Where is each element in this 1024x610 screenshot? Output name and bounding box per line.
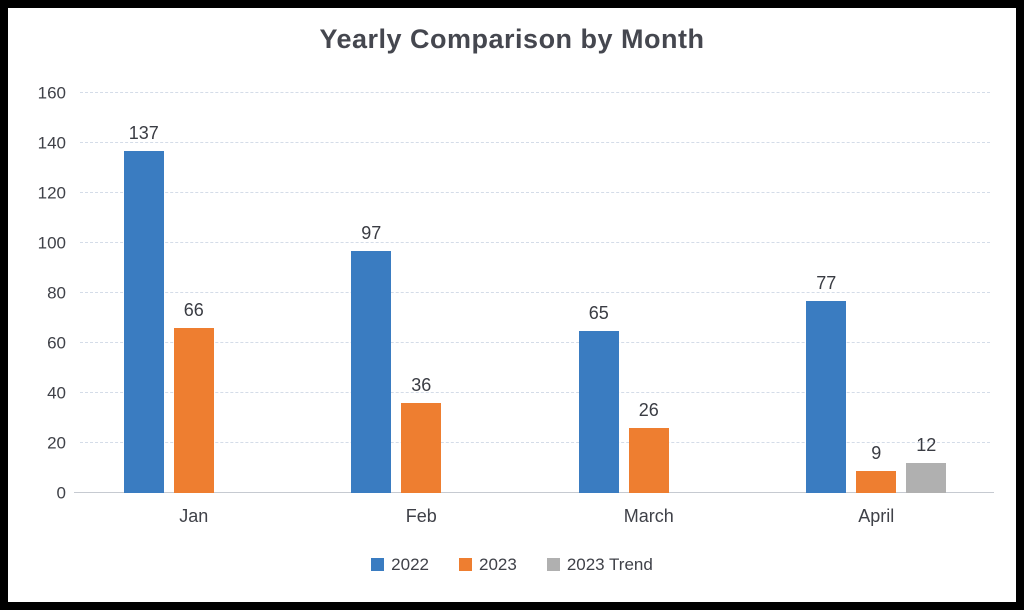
legend-label: 2023 xyxy=(478,555,517,574)
bar-value-label: 137 xyxy=(128,122,159,143)
gridline xyxy=(80,442,990,443)
gridline xyxy=(80,92,990,93)
legend-item-2023-trend: 2023 Trend xyxy=(546,555,653,574)
y-tick-label: 60 xyxy=(47,333,66,353)
chart-title: Yearly Comparison by Month xyxy=(319,24,705,54)
bar-value-label: 97 xyxy=(361,222,382,243)
gridline xyxy=(80,142,990,143)
bar-value-label: 77 xyxy=(816,272,837,293)
legend-swatch xyxy=(546,558,560,571)
bar-value-label: 9 xyxy=(871,442,882,463)
bar-2022-jan xyxy=(123,150,164,493)
legend-swatch xyxy=(371,558,385,571)
gridline xyxy=(80,342,990,343)
bar-2023-jan xyxy=(173,328,214,493)
y-tick-label: 120 xyxy=(37,183,66,203)
x-category-label: March xyxy=(623,506,674,526)
bar-value-label: 65 xyxy=(588,302,609,323)
legend-label: 2023 Trend xyxy=(566,555,653,574)
plot-area: 0 20 40 60 80 100 120 140 160 137 66 Jan 97 36 Feb 65 26… xyxy=(38,85,994,525)
x-category-label: April xyxy=(858,506,895,526)
y-tick-label: 160 xyxy=(37,83,66,103)
bar-2022-march xyxy=(578,330,619,493)
bar-2023-trend-april xyxy=(906,463,947,493)
x-category-label: Jan xyxy=(179,506,209,526)
legend-label: 2022 xyxy=(391,555,429,574)
bar-2023-feb xyxy=(401,403,442,493)
gridline xyxy=(80,192,990,193)
gridline xyxy=(80,292,990,293)
bar-value-label: 12 xyxy=(916,435,937,455)
bar-2023-april xyxy=(856,470,897,493)
bar-2023-march xyxy=(628,428,669,493)
y-tick-label: 100 xyxy=(37,233,66,253)
legend: 2022 2023 2023 Trend xyxy=(8,556,1016,573)
y-tick-label: 20 xyxy=(47,433,66,453)
y-tick-label: 0 xyxy=(56,483,66,503)
bar-value-label: 66 xyxy=(183,300,204,320)
x-category-label: Feb xyxy=(405,506,437,526)
legend-item-2022: 2022 xyxy=(371,556,429,573)
bar-2022-april xyxy=(806,300,847,493)
bar-value-label: 26 xyxy=(638,400,659,420)
bar-2022-feb xyxy=(351,250,392,493)
legend-swatch xyxy=(458,558,472,571)
bar-value-label: 36 xyxy=(411,375,432,395)
y-tick-label: 80 xyxy=(47,283,66,303)
x-axis-line xyxy=(74,492,994,493)
gridline xyxy=(80,392,990,393)
legend-item-2023: 2023 xyxy=(458,555,517,574)
gridline xyxy=(80,242,990,243)
y-tick-label: 40 xyxy=(47,383,66,403)
y-tick-label: 140 xyxy=(37,133,66,153)
